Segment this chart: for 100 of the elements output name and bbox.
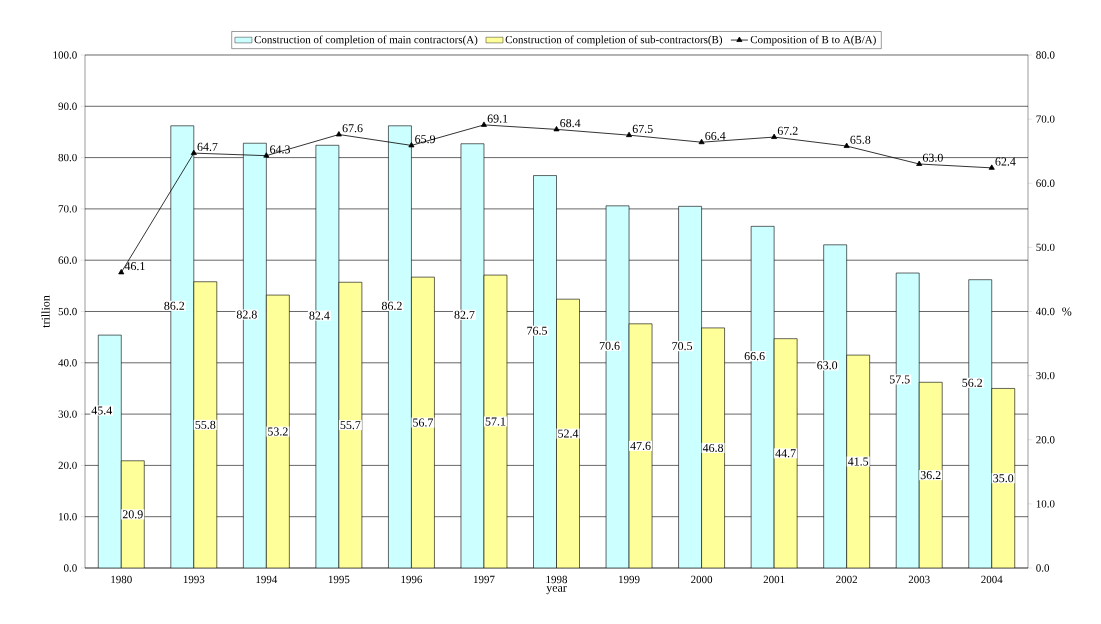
x-tick-label: 1993 xyxy=(183,575,205,584)
data-label: 57.1 xyxy=(485,417,506,426)
y-tick-label: 10.0 xyxy=(59,512,77,521)
data-label: 47.6 xyxy=(630,441,651,450)
bar xyxy=(556,298,580,568)
data-label: 66.6 xyxy=(744,352,765,361)
y2-tick-label: 70.0 xyxy=(1036,115,1055,123)
x-tick-label: 2004 xyxy=(981,575,1003,584)
y2-tick-label: 60.0 xyxy=(1036,179,1055,187)
data-label: 67.2 xyxy=(777,126,798,135)
x-tick-label: 2002 xyxy=(836,575,858,584)
data-label: 65.9 xyxy=(415,135,436,144)
legend-label: Construction of completion of sub-contractors(B) xyxy=(505,35,723,46)
data-label: 70.5 xyxy=(672,342,693,351)
point xyxy=(263,152,270,158)
bar xyxy=(918,381,943,568)
data-label: 46.8 xyxy=(702,443,724,453)
y-tick-label: 90.0 xyxy=(58,102,77,111)
y-tick-label: 50.0 xyxy=(58,307,77,316)
data-label: 82.8 xyxy=(236,310,257,319)
data-label: 63.0 xyxy=(922,153,943,162)
y-tick-label: 100.0 xyxy=(53,51,77,59)
x-tick-label: 1997 xyxy=(473,575,495,584)
y-tick-label: 70.0 xyxy=(58,205,77,213)
data-label: 53.2 xyxy=(268,427,288,436)
data-label: 82.7 xyxy=(454,310,475,319)
data-label: 56.7 xyxy=(413,418,434,427)
x-tick-label: 1998 xyxy=(546,575,568,584)
data-label: 82.4 xyxy=(309,311,330,320)
point xyxy=(408,142,415,148)
y-tick-label: 60.0 xyxy=(58,256,77,264)
data-label: 76.5 xyxy=(527,326,547,335)
data-label: 67.6 xyxy=(342,124,363,133)
data-label: 67.5 xyxy=(632,124,653,133)
data-label: 52.4 xyxy=(558,429,579,438)
data-label: 86.2 xyxy=(381,301,402,310)
data-label: 55.8 xyxy=(195,420,216,429)
bar xyxy=(193,281,218,568)
data-label: 86.2 xyxy=(164,301,185,310)
point xyxy=(190,149,197,156)
y-tick-label: 30.0 xyxy=(58,410,77,418)
data-label: 44.7 xyxy=(775,449,796,458)
data-label: 57.5 xyxy=(889,375,910,384)
y-tick-label: 40.0 xyxy=(58,359,77,367)
data-label: 65.8 xyxy=(850,135,871,144)
legend-label: Construction of completion of main contractors(A) xyxy=(254,35,478,46)
x-tick-label: 2000 xyxy=(691,575,713,584)
data-label: 45.4 xyxy=(91,406,113,415)
point xyxy=(480,121,487,127)
bar xyxy=(120,460,145,568)
bar xyxy=(411,276,435,568)
y-tick-label: 80.0 xyxy=(58,153,77,162)
point xyxy=(916,160,923,166)
point xyxy=(771,133,778,139)
bar xyxy=(483,274,508,568)
data-label: 36.2 xyxy=(920,471,941,480)
y2-tick-label: 30.0 xyxy=(1036,371,1055,380)
bar xyxy=(846,354,870,568)
bar xyxy=(338,281,363,568)
point xyxy=(988,164,995,170)
data-label: 46.1 xyxy=(124,262,145,271)
y2-tick-label: 20.0 xyxy=(1036,436,1055,444)
legend-label: Composition of B to A(B/A) xyxy=(750,35,876,46)
y2-tick-label: 50.0 xyxy=(1036,243,1055,252)
data-label: 66.4 xyxy=(705,131,726,141)
x-tick-label: 1980 xyxy=(111,575,132,584)
data-label: 64.7 xyxy=(197,142,218,151)
data-label: 68.4 xyxy=(560,119,581,128)
bar xyxy=(628,323,653,568)
y-tick-label: 0.0 xyxy=(63,564,77,572)
x-tick-label: 1999 xyxy=(619,575,640,584)
bar xyxy=(991,388,1016,568)
data-label: 62.4 xyxy=(995,157,1016,166)
data-label: 55.7 xyxy=(340,421,361,430)
point xyxy=(698,138,705,145)
data-label: 64.3 xyxy=(270,145,291,154)
point xyxy=(626,131,633,138)
point xyxy=(553,125,560,132)
y-tick-label: 20.0 xyxy=(58,461,77,470)
y-axis-title: trillion xyxy=(41,295,50,328)
bar xyxy=(701,327,725,568)
data-label: 63.0 xyxy=(817,361,838,370)
x-tick-label: 1996 xyxy=(401,575,423,584)
point xyxy=(118,268,125,275)
point xyxy=(843,142,850,148)
y2-tick-label: 0.0 xyxy=(1036,564,1050,572)
data-label: 56.2 xyxy=(962,378,983,387)
x-tick-label: 1995 xyxy=(328,575,350,584)
x-tick-label: 2003 xyxy=(908,575,930,584)
data-label: 20.9 xyxy=(122,510,143,519)
data-label: 69.1 xyxy=(487,114,508,123)
bar xyxy=(773,338,798,568)
x-tick-label: 2001 xyxy=(763,575,785,584)
y2-tick-label: 40.0 xyxy=(1036,307,1055,316)
y2-tick-label: 10.0 xyxy=(1036,500,1055,508)
data-label: 35.0 xyxy=(993,474,1014,483)
y2-tick-label: 80.0 xyxy=(1036,51,1055,59)
point xyxy=(335,131,342,137)
data-label: 70.6 xyxy=(599,341,620,350)
x-axis-title: year xyxy=(546,586,567,595)
